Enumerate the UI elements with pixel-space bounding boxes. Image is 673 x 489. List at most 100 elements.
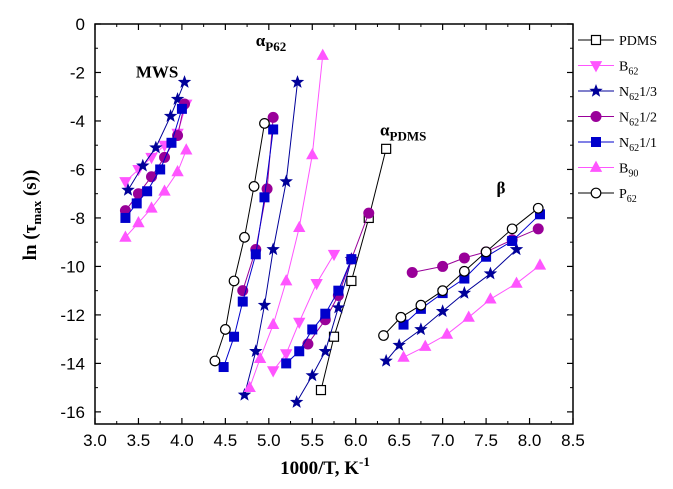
x-tick-label: 6.0: [344, 431, 368, 450]
data-point: [259, 192, 270, 203]
data-point: [281, 358, 292, 369]
data-point: [440, 327, 454, 339]
data-point: [266, 242, 280, 256]
legend-entry: N621/2: [578, 111, 657, 129]
series-line: [244, 82, 298, 396]
data-point: [289, 395, 304, 408]
y-axis-title-subscript: max: [29, 200, 44, 224]
data-point: [310, 278, 323, 291]
data-point: [306, 148, 319, 160]
data-point: [507, 235, 518, 246]
data-point: [506, 223, 518, 235]
data-point: [177, 75, 192, 88]
series-line: [223, 129, 274, 368]
y-tick-label: -8: [70, 209, 85, 228]
series-line: [214, 123, 265, 362]
plot-area: [94, 23, 574, 425]
region-annotation: β: [497, 179, 506, 198]
data-point: [316, 48, 329, 60]
data-point: [248, 181, 260, 192]
legend-marker: [589, 61, 603, 73]
data-point: [280, 349, 293, 361]
data-point: [249, 344, 263, 357]
series-line: [385, 249, 517, 362]
annotations: MWS αP62 αPDMS β: [136, 31, 506, 198]
legend-marker: [590, 111, 602, 122]
data-point: [395, 311, 407, 323]
legend-label: N621/2: [619, 111, 657, 129]
y-axis-title: ln (τmax (s)): [20, 170, 44, 261]
x-tick-label: 7.5: [474, 431, 498, 450]
data-point: [176, 103, 187, 114]
data-point: [253, 351, 267, 363]
data-point: [171, 165, 184, 177]
data-point: [228, 275, 240, 287]
legend-entry: N621/1: [578, 136, 657, 154]
data-point: [318, 344, 333, 357]
data-point: [229, 331, 240, 342]
series-5: [119, 48, 547, 393]
x-tick-label: 6.5: [387, 431, 411, 450]
data-point: [219, 324, 231, 335]
x-tick-label: 3.0: [83, 431, 107, 450]
data-point: [280, 274, 293, 286]
data-point: [532, 202, 544, 214]
legend-marker: [591, 137, 601, 147]
data-point: [268, 124, 279, 135]
x-tick-label: 8.5: [561, 431, 585, 450]
data-point: [437, 285, 449, 297]
series-layer: [119, 48, 547, 408]
x-axis-title-superscript: -1: [359, 454, 370, 469]
data-point: [218, 362, 229, 373]
legend-label: N621/1: [619, 136, 657, 154]
data-point: [290, 75, 305, 88]
axis-ticks: [94, 23, 574, 424]
data-point: [209, 355, 221, 367]
legend-marker: [590, 34, 602, 46]
data-point: [346, 254, 357, 265]
data-point: [266, 317, 280, 330]
y-tick-label: -16: [60, 403, 85, 422]
x-tick-labels: 3.0 3.5 4.0 4.5 5.0 5.5 6.0 6.5 7.0 7.5 8.0 8.5: [83, 431, 585, 450]
x-tick-label: 5.5: [300, 431, 324, 450]
data-point: [250, 249, 261, 260]
legend-label: B62: [619, 60, 638, 78]
series-line: [242, 117, 274, 291]
series-2: [121, 75, 524, 408]
data-point: [307, 324, 318, 335]
data-point: [397, 350, 410, 362]
data-point: [170, 92, 185, 105]
data-point: [392, 338, 406, 351]
legend-marker: [589, 83, 603, 97]
legend-entry: B62: [578, 60, 638, 78]
legend-label: N621/3: [619, 85, 657, 103]
data-point: [166, 137, 177, 148]
data-point: [180, 143, 193, 155]
data-point: [331, 300, 346, 314]
x-tick-label: 8.0: [518, 431, 542, 450]
data-point: [266, 366, 280, 378]
data-point: [136, 158, 150, 172]
legend: PDMS B62 N621/3 N621/2 N621/1 B90 P62: [578, 34, 657, 205]
data-point: [462, 310, 475, 322]
legend-entry: N621/3: [578, 83, 657, 103]
y-tick-label: -10: [60, 257, 85, 276]
data-point: [293, 220, 306, 233]
legend-entry: PDMS: [578, 34, 657, 49]
legend-entry: B90: [578, 160, 638, 180]
x-tick-label: 4.5: [214, 431, 238, 450]
data-point: [320, 308, 331, 319]
data-point: [437, 260, 449, 272]
data-point: [142, 186, 153, 197]
legend-label: PDMS: [619, 34, 657, 49]
data-point: [363, 207, 375, 219]
data-point: [327, 249, 341, 262]
data-point: [458, 252, 470, 264]
data-point: [415, 299, 427, 311]
data-point: [414, 322, 428, 336]
data-point: [302, 338, 314, 350]
data-point: [458, 265, 470, 277]
data-point: [480, 246, 492, 258]
data-point: [163, 109, 178, 122]
